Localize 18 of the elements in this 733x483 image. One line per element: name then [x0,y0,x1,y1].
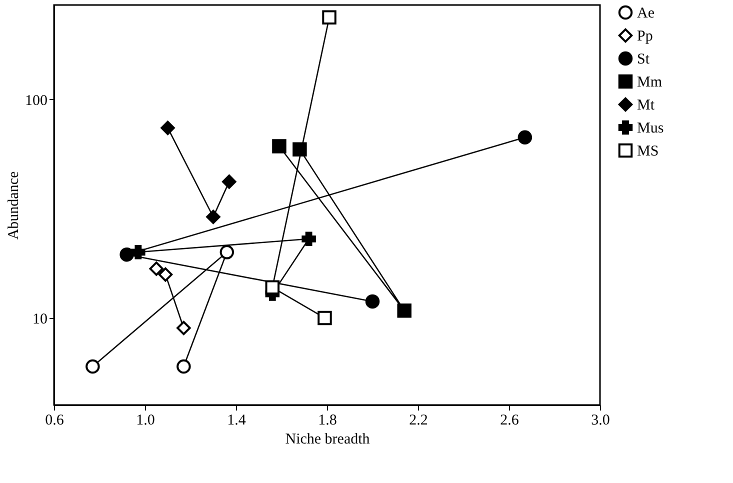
legend-label: Pp [637,28,653,44]
x-tick-label: 2.6 [500,412,520,428]
x-tick-label: 2.2 [409,412,428,428]
y-tick-label: 100 [25,92,48,109]
legend-label: Mus [637,120,664,136]
x-tick-label: 1.0 [136,412,155,428]
x-tick-label: 0.6 [45,412,64,428]
y-tick-label: 10 [32,311,48,328]
x-tick-label: 3.0 [591,412,610,428]
x-tick-label: 1.4 [227,412,246,428]
y-axis-title: Abundance [6,171,22,240]
x-axis-title: Niche breadth [285,432,370,448]
legend-label: Mm [637,74,662,90]
legend-label: Ae [637,6,655,22]
legend-label: Mt [637,98,656,114]
legend-label: MS [637,144,659,160]
legend-label: St [637,52,650,68]
x-tick-label: 1.8 [318,412,337,428]
